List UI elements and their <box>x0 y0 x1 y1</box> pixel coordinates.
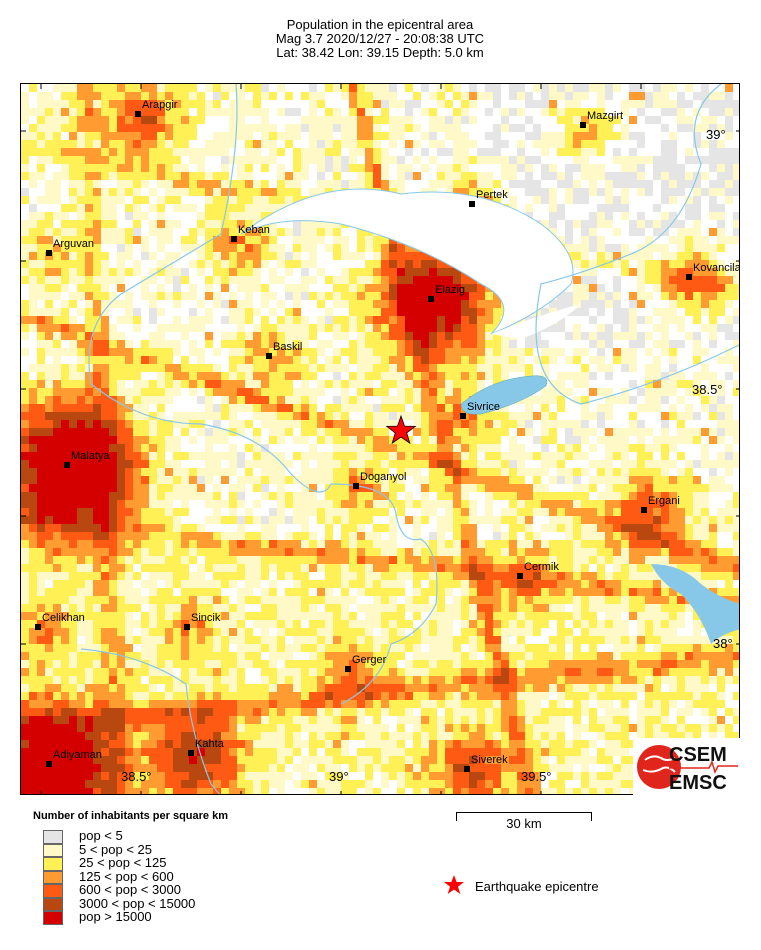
city-dot <box>266 353 272 359</box>
csem-emsc-logo: CSEM EMSC <box>633 738 740 795</box>
event-info: Mag 3.7 2020/12/27 - 20:08:38 UTC <box>275 31 485 46</box>
city-dot <box>46 250 52 256</box>
city-dot <box>517 573 523 579</box>
latitude-label: 38.5° <box>692 382 723 397</box>
city-dot <box>188 750 194 756</box>
city-label: Elazig <box>435 284 465 296</box>
city-label: Ergani <box>648 495 680 507</box>
epicentre-legend-label: Earthquake epicentre <box>475 879 599 894</box>
hazar-lake <box>460 375 548 415</box>
city-label: Sincik <box>191 612 221 624</box>
latitude-label: 38° <box>713 636 733 651</box>
city-label: Kahta <box>195 738 224 750</box>
city-label: Gerger <box>352 654 387 666</box>
legend-label: 25 < pop < 125 <box>79 855 167 870</box>
legend-swatch <box>43 911 63 925</box>
stream <box>80 648 221 794</box>
scale-bar <box>456 812 592 821</box>
city-label: Malatya <box>71 450 110 462</box>
city-label: Keban <box>238 224 270 236</box>
euphrates-river <box>330 483 438 705</box>
legend-swatch <box>43 884 63 898</box>
city-label: Celikhan <box>42 612 85 624</box>
city-label: Pertek <box>476 189 508 201</box>
legend-swatch <box>43 843 63 857</box>
city-dot <box>460 413 466 419</box>
reservoir-lake <box>651 564 739 644</box>
legend-title: Number of inhabitants per square km <box>33 810 228 822</box>
river <box>88 84 332 493</box>
city-label: Kovancila <box>693 262 740 274</box>
city-dot <box>46 761 52 767</box>
legend-swatch <box>43 897 63 911</box>
city-label: Baskil <box>273 341 303 353</box>
city-label: Arguvan <box>53 238 94 250</box>
city-dot <box>231 236 237 242</box>
legend-label: 125 < pop < 600 <box>79 868 174 884</box>
city-label: Siverek <box>471 754 508 766</box>
city-dot <box>641 507 647 513</box>
city-dot <box>135 111 141 117</box>
city-dot <box>35 624 41 630</box>
longitude-label: 38.5° <box>121 769 152 784</box>
legend-label: 5 < pop < 25 <box>79 841 153 857</box>
scale-label: 30 km <box>506 816 542 831</box>
map-title: Population in the epicentral area <box>286 17 474 32</box>
star-icon <box>444 875 464 894</box>
legend-label: pop < 5 <box>79 828 123 843</box>
legend-label: 600 < pop < 3000 <box>79 882 181 897</box>
longitude-label: 39.5° <box>521 769 552 784</box>
legend-label: 3000 < pop < 15000 <box>79 895 196 911</box>
city-dot <box>184 624 190 630</box>
murat-river <box>535 84 739 405</box>
city-label: Adiyaman <box>53 749 102 761</box>
city-label: Mazgirt <box>587 110 624 122</box>
legend-swatch <box>43 857 63 871</box>
city-label: Doganyol <box>360 471 407 483</box>
epicentre-star[interactable] <box>385 414 417 445</box>
city-dot <box>353 483 359 489</box>
city-dot <box>345 666 351 672</box>
keban-reservoir <box>240 188 574 335</box>
population-grid <box>21 84 739 794</box>
legend-swatch <box>43 830 63 844</box>
population-map[interactable]: Arapgir Mazgirt Pertek Keban Arguvan Kovancil… <box>20 83 740 795</box>
city-label: Sivrice <box>467 401 501 413</box>
longitude-label: 39° <box>329 769 349 784</box>
city-dot <box>464 766 470 772</box>
city-label: Arapgir <box>142 99 178 111</box>
city-dot <box>469 201 475 207</box>
city-dot <box>580 122 586 128</box>
legend-label: pop > 15000 <box>79 909 152 924</box>
legend-swatch <box>43 870 63 884</box>
city-dot <box>64 462 70 468</box>
city-label: Cermik <box>524 561 559 573</box>
city-dot <box>428 296 434 302</box>
event-location: Lat: 38.42 Lon: 39.15 Depth: 5.0 km <box>276 45 484 60</box>
latitude-label: 39° <box>706 127 726 142</box>
city-dot <box>686 274 692 280</box>
